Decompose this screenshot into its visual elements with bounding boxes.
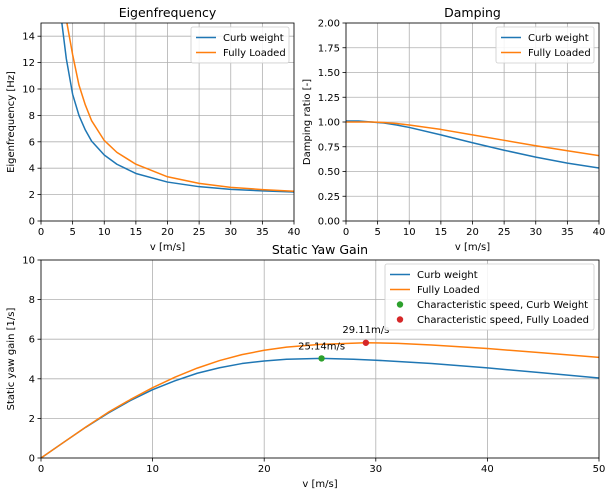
x-tick-label: 5 bbox=[374, 227, 380, 238]
series-line-curb-weight bbox=[61, 23, 294, 193]
x-axis-label: v [m/s] bbox=[455, 242, 490, 253]
legend-label: Characteristic speed, Curb Weight bbox=[417, 300, 588, 311]
x-tick-label: 35 bbox=[561, 227, 574, 238]
x-tick-label: 10 bbox=[146, 464, 159, 475]
series-line-fully-loaded bbox=[66, 23, 294, 193]
x-tick-label: 50 bbox=[593, 464, 606, 475]
x-tick-label: 30 bbox=[529, 227, 542, 238]
y-tick-label: 10 bbox=[22, 256, 35, 267]
y-tick-label: 8 bbox=[29, 295, 35, 306]
eigenfrequency-panel: 0 5 10 15 20 25 30 35 40 0 2 4 6 8 10 12 14 Eigenfrequenc… bbox=[6, 5, 300, 253]
x-tick-label: 20 bbox=[466, 227, 479, 238]
annotation-label: 29.11m/s bbox=[342, 325, 389, 336]
chart-title: Static Yaw Gain bbox=[272, 242, 368, 257]
legend: Curb weight Fully Loaded bbox=[190, 26, 290, 64]
y-tick-label: 6 bbox=[29, 335, 35, 346]
damping-panel: 0 5 10 15 20 25 30 35 40 0.00 0.25 0.50 0.75 1.00 1.25… bbox=[302, 5, 605, 253]
x-axis-label: v [m/s] bbox=[302, 479, 337, 490]
x-tick-label: 35 bbox=[256, 227, 269, 238]
y-axis-label: Eigenfrequency [Hz] bbox=[6, 71, 17, 173]
marker-characteristic-speed-curb-weight bbox=[318, 355, 325, 362]
y-tick-label: 0.75 bbox=[318, 142, 340, 153]
chart-title: Eigenfrequency bbox=[119, 5, 217, 20]
legend-box bbox=[190, 26, 290, 64]
x-tick-label: 40 bbox=[481, 464, 494, 475]
x-tick-label: 0 bbox=[38, 227, 44, 238]
x-tick-label: 5 bbox=[69, 227, 75, 238]
legend-label: Curb weight bbox=[223, 33, 284, 44]
chart-title: Damping bbox=[444, 5, 501, 20]
x-axis-label: v [m/s] bbox=[150, 242, 185, 253]
axes-frame bbox=[40, 259, 600, 459]
x-tick-label: 25 bbox=[498, 227, 511, 238]
y-tick-label: 2 bbox=[29, 190, 35, 201]
y-tick-label: 14 bbox=[22, 32, 35, 43]
x-tick-label: 20 bbox=[258, 464, 271, 475]
annotation-label: 25.14m/s bbox=[298, 341, 345, 352]
legend-marker bbox=[396, 316, 404, 323]
y-tick-label: 4 bbox=[29, 374, 35, 385]
legend-box bbox=[384, 263, 595, 331]
y-axis-label: Damping ratio [-] bbox=[302, 79, 313, 165]
x-tick-label: 0 bbox=[38, 464, 44, 475]
y-tick-label: 1.50 bbox=[318, 68, 340, 79]
y-tick-label: 4 bbox=[29, 164, 35, 175]
legend-label: Curb weight bbox=[528, 33, 589, 44]
y-tick-label: 2.00 bbox=[318, 19, 340, 30]
legend-label: Fully Loaded bbox=[528, 48, 591, 59]
x-tick-label: 30 bbox=[224, 227, 237, 238]
y-tick-label: 0 bbox=[29, 454, 35, 465]
y-tick-label: 10 bbox=[22, 85, 35, 96]
y-tick-label: 1.25 bbox=[318, 93, 340, 104]
x-tick-label: 30 bbox=[369, 464, 382, 475]
marker-characteristic-speed-fully-loaded bbox=[362, 339, 370, 346]
x-tick-label: 15 bbox=[130, 227, 143, 238]
legend: Curb weight Fully Loaded Characteristic sp… bbox=[384, 263, 595, 331]
x-tick-label: 20 bbox=[161, 227, 174, 238]
x-tick-label: 40 bbox=[288, 227, 301, 238]
x-tick-label: 10 bbox=[403, 227, 416, 238]
legend-label: Curb weight bbox=[417, 270, 478, 281]
legend: Curb weight Fully Loaded bbox=[495, 26, 595, 64]
x-tick-label: 25 bbox=[193, 227, 206, 238]
y-tick-label: 2 bbox=[29, 414, 35, 425]
series-line-fully-loaded bbox=[346, 121, 599, 157]
y-tick-label: 0.50 bbox=[318, 167, 340, 178]
y-tick-label: 0 bbox=[29, 217, 35, 228]
legend-label: Characteristic speed, Fully Loaded bbox=[417, 315, 589, 326]
y-tick-label: 12 bbox=[22, 58, 35, 69]
series-line-curb-weight bbox=[41, 357, 599, 458]
legend-box bbox=[495, 26, 595, 64]
legend-marker bbox=[396, 301, 404, 308]
series-line-fully-loaded bbox=[41, 342, 599, 458]
x-tick-label: 15 bbox=[435, 227, 448, 238]
y-tick-label: 8 bbox=[29, 111, 35, 122]
x-tick-label: 0 bbox=[343, 227, 349, 238]
legend-label: Fully Loaded bbox=[223, 48, 286, 59]
static-yaw-gain-panel: 25.14m/s 29.11m/s 0 10 20 30 40 50 0 2 4 6 8 10 Static… bbox=[6, 242, 605, 490]
x-tick-label: 10 bbox=[98, 227, 111, 238]
y-tick-label: 0.00 bbox=[318, 217, 340, 228]
y-tick-label: 1.00 bbox=[318, 118, 340, 129]
y-tick-label: 6 bbox=[29, 137, 35, 148]
y-tick-label: 1.75 bbox=[318, 43, 340, 54]
x-tick-label: 40 bbox=[593, 227, 606, 238]
legend-label: Fully Loaded bbox=[417, 285, 480, 296]
y-tick-label: 0.25 bbox=[318, 192, 340, 203]
y-axis-label: Static yaw gain [1/s] bbox=[6, 308, 17, 411]
